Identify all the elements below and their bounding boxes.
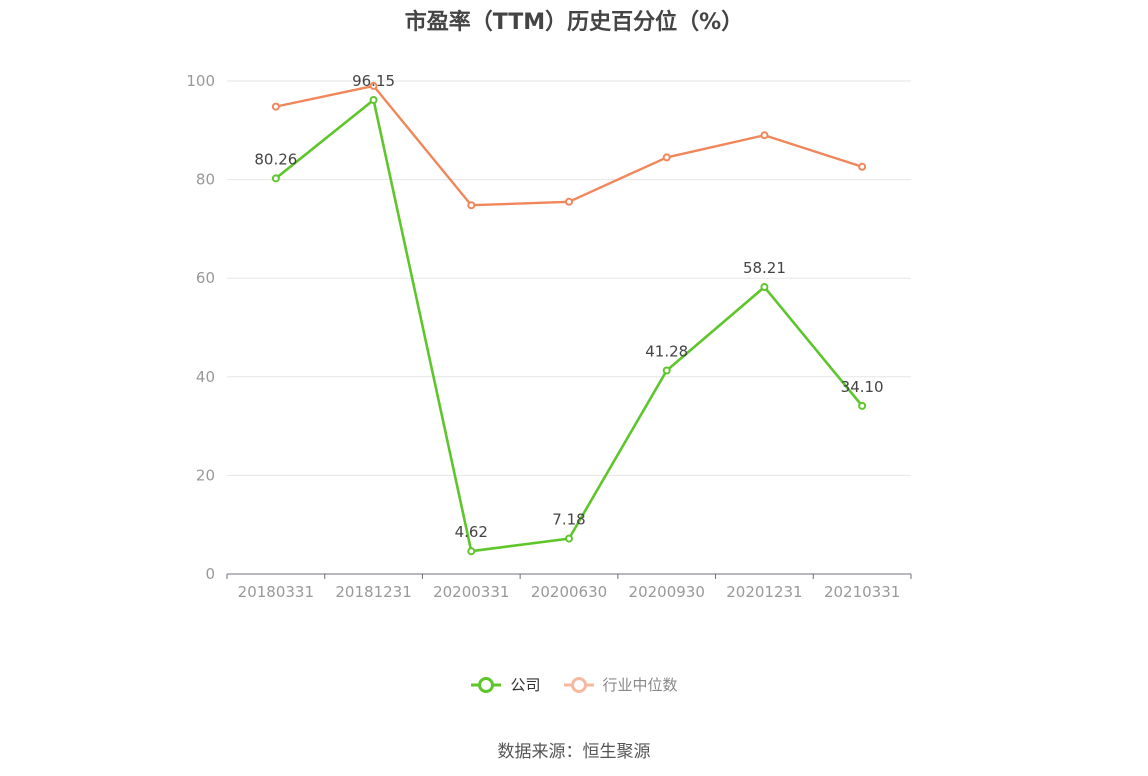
data-label-company: 4.62 xyxy=(455,523,488,541)
data-label-company: 96.15 xyxy=(352,72,395,90)
legend-line-marker-icon xyxy=(471,676,502,693)
series-line-industry xyxy=(275,84,863,207)
data-point-industry xyxy=(662,153,671,162)
data-point-company xyxy=(858,401,867,410)
data-label-company: 41.28 xyxy=(645,342,688,360)
x-tick-label: 20200331 xyxy=(433,583,509,601)
legend: 公司 行业中位数 xyxy=(0,674,1148,695)
legend-label-company: 公司 xyxy=(510,676,541,694)
x-tick-label: 20200630 xyxy=(531,583,607,601)
data-point-industry xyxy=(271,102,280,111)
data-point-company xyxy=(271,174,280,183)
y-tick-label: 40 xyxy=(196,368,215,386)
axis-layer: 0 20 40 60 80 100 20180331 20181231 20200331 2020… xyxy=(186,72,912,601)
legend-item-company[interactable]: 公司 xyxy=(470,674,541,695)
data-point-company xyxy=(369,95,378,104)
data-label-company: 7.18 xyxy=(552,511,585,529)
grid-layer xyxy=(227,80,911,476)
x-tick-label: 20210331 xyxy=(824,583,900,601)
y-tick-label: 100 xyxy=(186,72,215,90)
x-tick-label: 20201231 xyxy=(726,583,802,601)
y-tick-label: 60 xyxy=(196,269,215,287)
data-point-industry xyxy=(858,162,867,171)
y-tick-label: 80 xyxy=(196,171,215,189)
data-point-industry xyxy=(565,197,573,206)
data-label-company: 80.26 xyxy=(254,150,297,168)
y-tick-label: 0 xyxy=(205,565,215,583)
data-point-company xyxy=(760,283,769,292)
line-chart: 0 20 40 60 80 100 20180331 20181231 20200331 2020… xyxy=(186,72,912,601)
legend-line-marker-icon xyxy=(563,676,594,693)
x-tick-label: 20200930 xyxy=(629,583,705,601)
legend-item-industry[interactable]: 行业中位数 xyxy=(563,674,678,695)
data-point-industry xyxy=(467,201,476,210)
label-layer: 80.26 96.15 4.62 7.18 41.28 58.21 34.10 xyxy=(254,72,883,541)
data-label-company: 34.10 xyxy=(841,378,884,396)
legend-label-industry: 行业中位数 xyxy=(602,676,678,694)
data-point-company xyxy=(467,547,476,556)
series-layer xyxy=(271,81,867,556)
x-tick-label: 20181231 xyxy=(335,583,411,601)
data-point-industry xyxy=(369,81,378,90)
data-point-company xyxy=(565,534,573,543)
y-tick-label: 20 xyxy=(196,466,215,484)
data-point-industry xyxy=(760,131,769,140)
x-tick-label: 20180331 xyxy=(238,583,314,601)
source-note: 数据来源：恒生聚源 xyxy=(497,742,651,762)
chart-title: 市盈率（TTM）历史百分位（%） xyxy=(404,10,744,35)
data-label-company: 58.21 xyxy=(743,259,786,277)
series-line-company xyxy=(275,98,864,553)
data-point-company xyxy=(662,366,671,375)
